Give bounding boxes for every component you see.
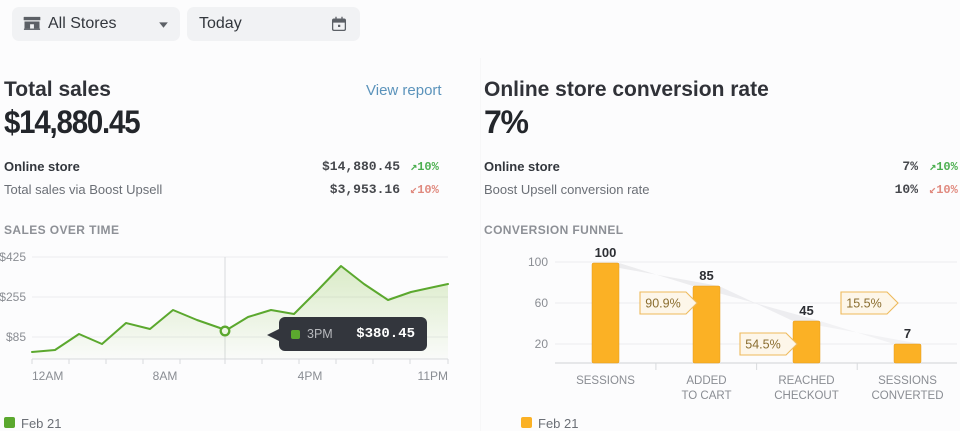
svg-text:15.5%: 15.5% xyxy=(846,297,881,311)
svg-text:45: 45 xyxy=(799,303,813,318)
svg-text:CHECKOUT: CHECKOUT xyxy=(774,390,839,402)
svg-text:$85: $85 xyxy=(6,330,26,344)
svg-text:REACHED: REACHED xyxy=(778,375,834,387)
svg-text:SESSIONS: SESSIONS xyxy=(878,375,937,387)
svg-text:11PM: 11PM xyxy=(418,369,448,383)
svg-text:ADDED: ADDED xyxy=(686,375,726,387)
svg-text:8AM: 8AM xyxy=(153,369,178,383)
svg-text:100: 100 xyxy=(595,245,617,260)
svg-text:20: 20 xyxy=(535,337,549,351)
svg-text:100: 100 xyxy=(528,255,548,269)
svg-text:7: 7 xyxy=(904,326,911,341)
svg-text:$425: $425 xyxy=(0,250,26,264)
svg-text:CONVERTED: CONVERTED xyxy=(872,390,944,402)
svg-text:TO CART: TO CART xyxy=(681,390,731,402)
svg-text:85: 85 xyxy=(699,268,713,283)
svg-text:54.5%: 54.5% xyxy=(745,338,780,352)
svg-text:4PM: 4PM xyxy=(298,369,323,383)
svg-text:90.9%: 90.9% xyxy=(645,297,680,311)
svg-text:SESSIONS: SESSIONS xyxy=(576,375,635,387)
svg-text:60: 60 xyxy=(535,296,549,310)
svg-text:$255: $255 xyxy=(0,290,26,304)
svg-text:12AM: 12AM xyxy=(32,369,63,383)
